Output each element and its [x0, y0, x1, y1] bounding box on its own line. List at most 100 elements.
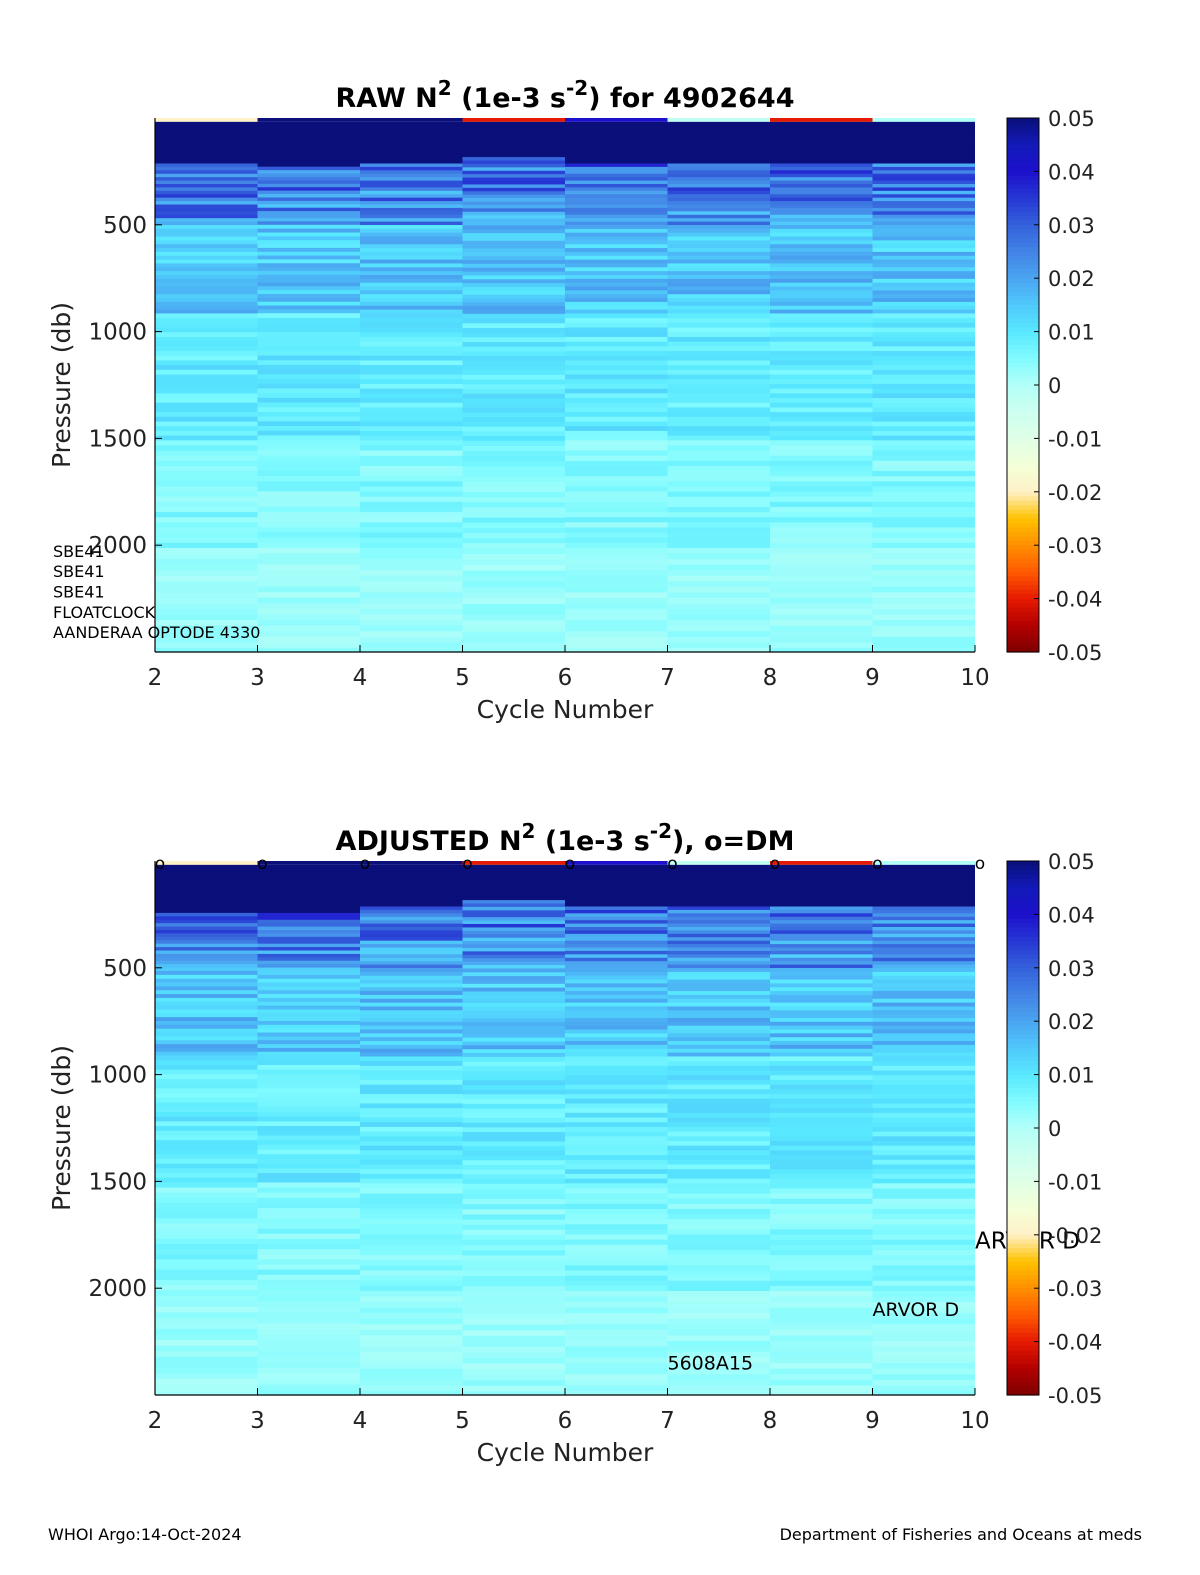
heatmap-cell: [462, 538, 565, 544]
heatmap-cell: [155, 1312, 258, 1319]
heatmap-cell: [462, 417, 565, 423]
x-tick-label: 9: [865, 1408, 880, 1434]
heatmap-cell: [565, 1089, 668, 1095]
heatmap-cell: [872, 893, 975, 898]
heatmap-cell: [565, 512, 668, 518]
heatmap-cell: [155, 1274, 258, 1281]
colorbar-segment: [1007, 407, 1039, 413]
heatmap-cell: [565, 861, 668, 865]
heatmap-cell: [565, 983, 668, 988]
heatmap-cell: [770, 259, 873, 265]
heatmap-cell: [667, 517, 770, 523]
heatmap-cell: [770, 913, 873, 918]
heatmap-cell: [872, 1048, 975, 1054]
heatmap-cell: [667, 157, 770, 161]
heatmap-cell: [257, 1306, 360, 1313]
heatmap-cell: [565, 180, 668, 185]
heatmap-cell: [155, 1295, 258, 1302]
colorbar-segment: [1007, 549, 1039, 555]
heatmap-cell: [257, 445, 360, 451]
heatmap-cell: [667, 1208, 770, 1215]
heatmap-cell: [257, 537, 360, 544]
heatmap-cell: [872, 906, 975, 911]
heatmap-cell: [872, 486, 975, 493]
heatmap-cell: [770, 553, 873, 560]
heatmap-cell: [872, 998, 975, 1004]
heatmap-cell: [257, 1154, 360, 1160]
heatmap-cell: [257, 1279, 360, 1286]
heatmap-cell: [667, 255, 770, 261]
heatmap-cell: [872, 864, 975, 869]
heatmap-cell: [770, 204, 873, 209]
heatmap-cell: [155, 455, 258, 462]
heatmap-cell: [360, 318, 463, 324]
heatmap-cell: [155, 402, 258, 409]
heatmap-cell: [257, 1060, 360, 1066]
heatmap-cell: [667, 294, 770, 299]
heatmap-cell: [667, 1094, 770, 1100]
heatmap-cell: [462, 880, 565, 885]
heatmap-cell: [360, 322, 463, 329]
heatmap-cell: [770, 1155, 873, 1161]
heatmap-cell: [360, 416, 463, 423]
heatmap-cell: [770, 930, 873, 935]
heatmap-cell: [872, 398, 975, 404]
heatmap-cell: [155, 201, 258, 206]
heatmap-cell: [667, 903, 770, 908]
heatmap-cell: [257, 259, 360, 264]
heatmap-cell: [872, 240, 975, 245]
heatmap-cell: [667, 355, 770, 362]
heatmap-cell: [257, 1047, 360, 1053]
heatmap-cell: [770, 128, 873, 133]
heatmap-cell: [565, 998, 668, 1004]
heatmap-cell: [360, 346, 463, 352]
heatmap-cell: [257, 1083, 360, 1090]
colorbar-segment: [1007, 869, 1039, 875]
colorbar-segment: [1007, 967, 1039, 973]
heatmap-cell: [667, 180, 770, 185]
heatmap-cell: [155, 388, 258, 394]
heatmap-cell: [360, 1178, 463, 1184]
heatmap-cell: [565, 944, 668, 949]
heatmap-cell: [462, 999, 565, 1004]
heatmap-cell: [360, 365, 463, 371]
heatmap-cell: [770, 564, 873, 571]
heatmap-cell: [462, 1291, 565, 1298]
heatmap-cell: [257, 558, 360, 566]
heatmap-cell: [770, 1255, 873, 1261]
colorbar-segment: [1007, 220, 1039, 226]
heatmap-cell: [155, 450, 258, 457]
heatmap-cell: [565, 522, 668, 529]
heatmap-cell: [667, 236, 770, 241]
heatmap-cell: [462, 389, 565, 395]
heatmap-cell: [770, 620, 873, 627]
heatmap-cell: [770, 309, 873, 315]
heatmap-cell: [667, 197, 770, 202]
colorbar-segment: [1007, 309, 1039, 315]
heatmap-cell: [360, 180, 463, 185]
heatmap-cell: [667, 1169, 770, 1175]
heatmap-cell: [565, 1224, 668, 1231]
colorbar-segment: [1007, 1056, 1039, 1062]
heatmap-cell: [667, 1352, 770, 1359]
heatmap-cell: [155, 440, 258, 447]
heatmap-cell: [770, 278, 873, 284]
colorbar-segment: [1007, 1323, 1039, 1329]
heatmap-cell: [155, 1177, 258, 1184]
colorbar-segment: [1007, 1203, 1039, 1209]
heatmap-cell: [462, 426, 565, 432]
heatmap-cell: [565, 190, 668, 195]
colorbar-segment: [1007, 1132, 1039, 1138]
heatmap-cell: [667, 542, 770, 549]
heatmap-cell: [770, 1103, 873, 1109]
heatmap-cell: [360, 1117, 463, 1123]
heatmap-cell: [667, 1203, 770, 1210]
heatmap-cell: [257, 1121, 360, 1127]
heatmap-cell: [770, 864, 873, 869]
heatmap-cell: [872, 416, 975, 423]
heatmap-cell: [155, 194, 258, 199]
heatmap-cell: [667, 1014, 770, 1019]
heatmap-cell: [872, 430, 975, 437]
heatmap-cell: [462, 900, 565, 905]
heatmap-cell: [565, 1084, 668, 1090]
